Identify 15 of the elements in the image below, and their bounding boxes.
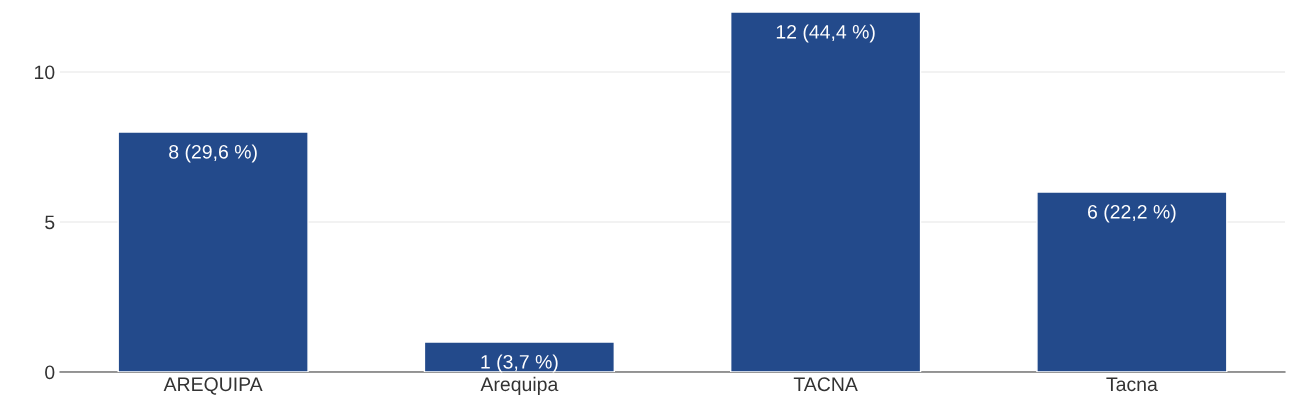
y-tick-label: 0: [45, 365, 55, 380]
bar: [423, 341, 616, 372]
data-label: 1 (3,7 %): [481, 354, 558, 373]
data-label: 12 (44,4 %): [776, 24, 875, 43]
x-tick-label: TACNA: [793, 377, 858, 392]
bar: [729, 12, 922, 372]
x-tick-label: AREQUIPA: [163, 377, 263, 395]
bar: [1036, 191, 1228, 372]
y-tick-label: 5: [45, 215, 55, 230]
y-tick-label: 10: [35, 65, 55, 80]
x-tick-label: Tacna: [1106, 377, 1158, 392]
x-tick-label: Arequipa: [480, 376, 559, 395]
data-label: 8 (29,6 %): [169, 144, 257, 163]
data-label: 6 (22,2 %): [1088, 204, 1176, 223]
bar: [117, 131, 309, 372]
